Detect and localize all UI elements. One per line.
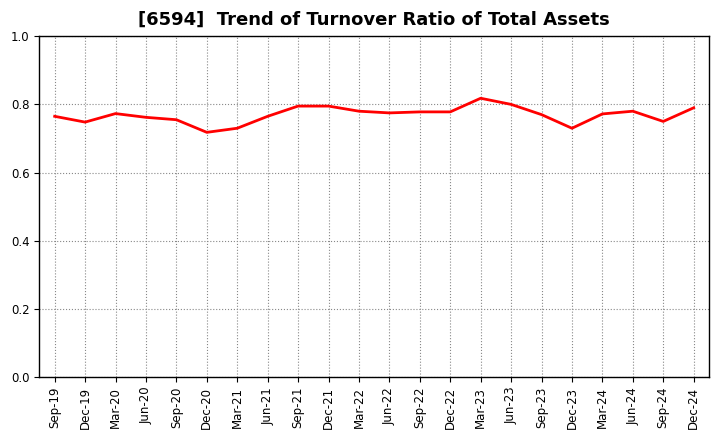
Title: [6594]  Trend of Turnover Ratio of Total Assets: [6594] Trend of Turnover Ratio of Total … — [138, 11, 610, 29]
